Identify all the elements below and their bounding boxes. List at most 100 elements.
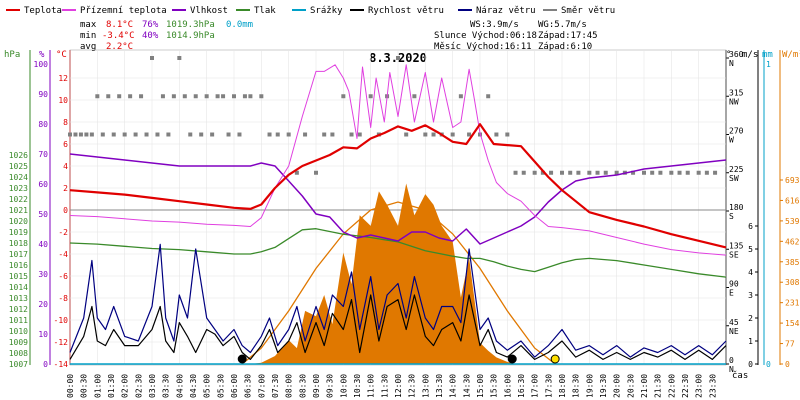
wind-direction-point [685,170,690,175]
wind-direction-point [322,132,327,137]
pct-unit: % [39,50,45,60]
pct-tick-label: 70 [38,150,48,159]
hpa-tick-label: 1020 [9,217,28,226]
wind-direction-point [368,94,373,99]
dir-compass-label: W [729,136,734,145]
time-tick-label: 08:30 [298,374,307,398]
wind-direction-point [150,56,154,60]
series-theoretical-radiation [241,201,556,365]
dir-tick-label: 180 [729,203,744,212]
dir-tick-label: 135 [729,241,744,250]
wind-direction-point [188,132,193,137]
ms-tick-label: 1 [748,337,753,346]
time-tick-label: 06:00 [230,374,239,398]
wind-direction-point [128,94,133,99]
wind-direction-point [122,132,127,137]
mm-unit: mm [762,50,773,60]
pct-tick-label: 0 [43,360,48,369]
pct-tick-label: 30 [38,270,48,279]
legend-label: Teplota [24,6,62,16]
moonrise-marker [507,354,517,364]
stats-min-hum: 40% [142,31,159,41]
time-tick-label: 06:30 [244,374,253,398]
deg-c-unit: °C [56,50,67,60]
ws-text: WS:3.9m/s [470,20,519,30]
time-tick-label: 21:30 [654,374,663,398]
time-tick-label: 09:00 [312,374,321,398]
time-tick-label: 05:00 [203,374,212,398]
time-tick-label: 13:00 [421,374,430,398]
wind-direction-point [412,94,417,99]
dir-tick-label: 45 [729,318,739,327]
hpa-tick-label: 1018 [9,239,28,248]
deg-c-tick-label: -2 [58,228,68,237]
mm-tick-label: 1 [766,60,771,69]
wg-text: WG:5.7m/s [538,20,587,30]
deg-c-tick-label: -12 [54,338,69,347]
left-axes: hPa% °C1007100810091010101110121013101410… [4,50,71,369]
dir-compass-label: N [729,59,734,68]
wind-direction-point [221,94,226,99]
time-tick-label: 01:00 [93,374,102,398]
time-tick-label: 22:00 [667,374,676,398]
wind-direction-point [450,132,455,137]
wind-direction-point [100,132,105,137]
wind-direction-point [155,132,160,137]
wind-direction-point [576,170,581,175]
wind-direction-point [78,132,83,137]
wind-direction-point [248,94,253,99]
wind-direction-point [237,132,242,137]
wind-direction-point [199,132,204,137]
deg-c-tick-label: 8 [63,118,68,127]
pct-tick-label: 20 [38,300,48,309]
wm2-tick-label: 0 [785,360,790,369]
pct-tick-label: 90 [38,90,48,99]
wind-direction-point [341,94,346,99]
x-axis-label: čas [732,370,748,381]
wind-direction-point [144,132,149,137]
wind-direction-point [106,94,111,99]
wm2-tick-label: 693 [785,176,800,185]
hpa-tick-label: 1011 [9,316,28,325]
wind-direction-point [232,94,236,99]
wind-direction-point [540,170,545,175]
time-tick-label: 07:00 [257,374,266,398]
wind-direction-point [73,132,78,137]
wind-direction-point [568,170,573,175]
legend-label: Rychlost větru [368,6,444,16]
wind-direction-point [505,132,510,137]
dir-compass-label: NW [729,97,739,106]
wind-direction-point [595,170,600,175]
ms-tick-label: 0 [748,360,753,369]
wind-direction-point [431,132,436,137]
time-tick-label: 15:30 [490,374,499,398]
time-tick-label: 18:30 [572,374,581,398]
wind-direction-point [486,94,491,99]
pct-tick-label: 80 [38,120,48,129]
wind-direction-point [642,170,646,175]
wind-direction-point [532,170,537,175]
legend-label: Vlhkost [190,6,228,16]
wind-direction-point [631,170,636,175]
time-tick-label: 23:30 [708,374,717,398]
time-tick-label: 20:00 [613,374,622,398]
hpa-tick-label: 1016 [9,261,28,270]
deg-c-tick-label: -4 [58,250,68,259]
time-tick-label: 10:00 [339,374,348,398]
wind-direction-point [549,170,554,175]
time-tick-label: 13:30 [435,374,444,398]
time-tick-label: 05:30 [216,374,225,398]
pct-tick-label: 40 [38,240,48,249]
wind-direction-point [267,132,272,137]
dir-tick-label: 225 [729,165,744,174]
dir-compass-label: SE [729,250,739,259]
stats-max-rain: 0.0mm [226,20,253,30]
wind-direction-point [215,94,220,99]
wind-direction-point [139,94,144,99]
wind-direction-point [467,132,472,137]
deg-c-tick-label: 10 [58,96,68,105]
wind-direction-point [423,132,428,137]
pct-tick-label: 10 [38,330,48,339]
series-humidity [69,153,727,245]
dir-tick-label: 360 [729,50,744,59]
